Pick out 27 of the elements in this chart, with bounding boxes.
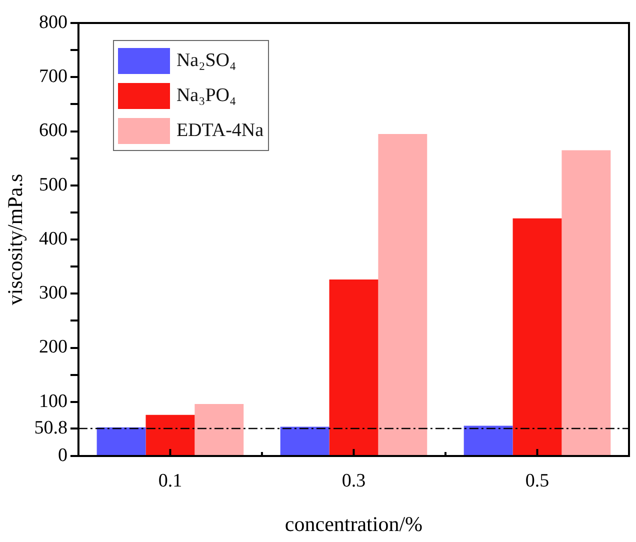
y-tick-label: 0: [58, 444, 68, 466]
bar: [464, 426, 513, 456]
x-axis-title: concentration/%: [284, 512, 423, 536]
bar: [146, 414, 195, 456]
y-tick-label: 200: [38, 336, 68, 358]
bar: [194, 404, 244, 456]
bar: [562, 150, 611, 456]
y-tick-label: 800: [38, 12, 68, 33]
legend-label: EDTA-4Na: [176, 120, 264, 142]
bar: [280, 426, 330, 456]
bar: [512, 218, 562, 456]
bar: [96, 427, 146, 456]
y-tick-label: 500: [38, 174, 68, 196]
y-tick-label: 100: [38, 390, 68, 412]
y-tick-label: 50.8: [34, 417, 68, 438]
x-tick-label: 0.1: [158, 470, 182, 492]
bar: [378, 134, 428, 456]
y-axis-title: viscosity/mPa.s: [3, 174, 28, 306]
y-tick-label: 300: [38, 282, 68, 304]
y-tick-label: 400: [38, 228, 68, 250]
legend-label: Na₂SO₄: [176, 50, 236, 72]
legend-label: Na₃PO₄: [176, 84, 236, 106]
x-tick-label: 0.3: [342, 470, 366, 492]
x-tick-label: 0.5: [525, 470, 550, 492]
bar: [329, 280, 378, 456]
y-tick-label: 600: [38, 120, 68, 142]
y-tick-label: 700: [38, 66, 68, 88]
